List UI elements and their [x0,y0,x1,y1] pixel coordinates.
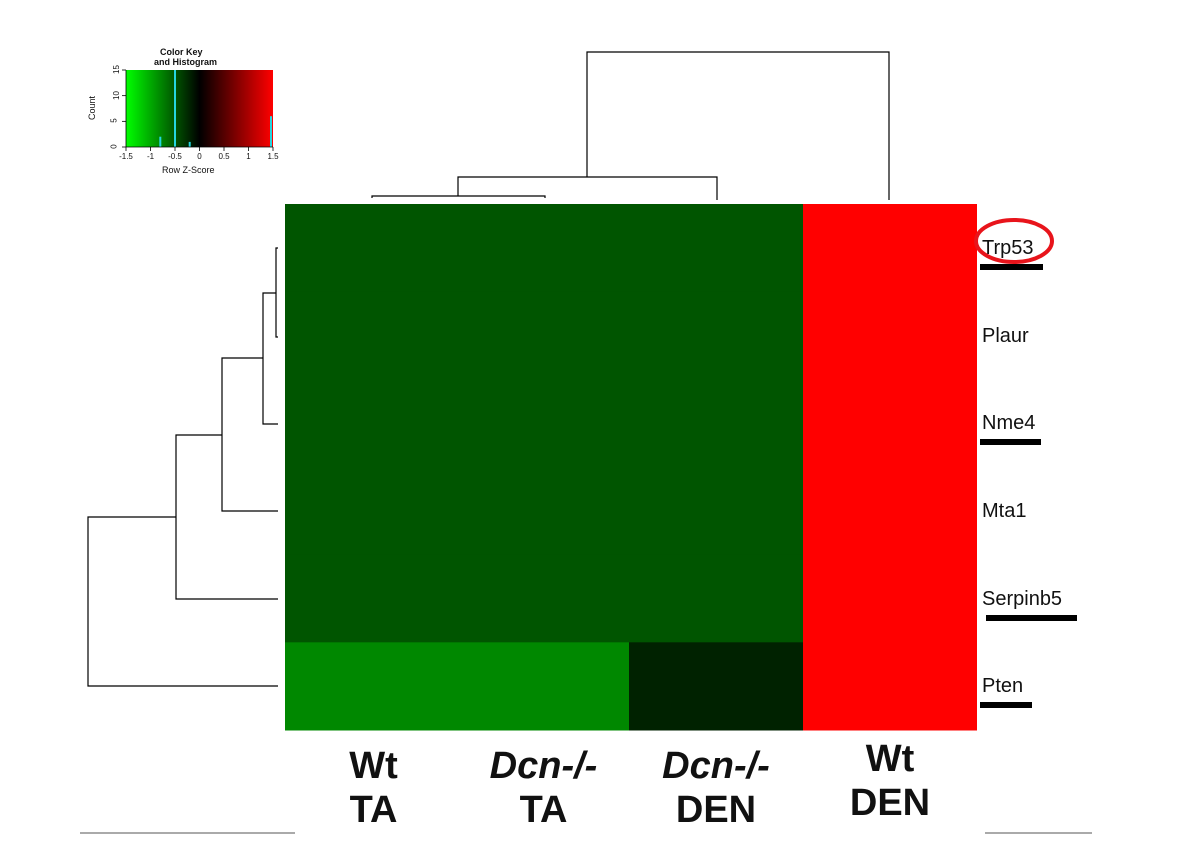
heatmap-cell [458,467,629,556]
column-label: Wt DEN [803,738,977,825]
row-dendrogram-branch [87,516,278,687]
column-dendrogram-branch [586,51,890,200]
column-label-line2: TA [519,788,568,831]
column-label-line2: DEN [675,788,757,831]
heatmap-cell [285,291,458,380]
heatmap-cell [285,642,458,731]
color-key-subtitle: and Histogram [154,57,218,67]
heatmap-cell [803,467,977,556]
trp53-highlight-circle [974,218,1054,264]
color-key-y-tick-label: 0 [109,144,119,149]
column-label-line2: TA [349,788,398,831]
row-label: Nme4 [982,412,1036,435]
heatmap-cells [285,204,977,731]
row-dendrogram-branch [275,247,278,338]
row-label: Serpinb5 [982,587,1063,610]
row-label-underline [980,263,1043,270]
row-dendrogram [87,247,278,687]
heatmap-cell [803,379,977,468]
color-key-histogram-bar [270,116,272,147]
column-label-line1: Wt [865,738,915,780]
heatmap-cell [285,379,458,468]
column-label-line1: Wt [349,745,398,787]
color-key-x-tick-label: -1 [146,152,155,161]
color-key-histogram-bar [174,70,176,147]
column-dendrogram [371,51,890,200]
color-key [122,69,274,151]
heatmap-cell [458,379,629,468]
heatmap-cell [629,204,803,293]
heatmap-cell [458,554,629,643]
column-label-line1: Dcn-/- [489,745,598,787]
color-key-title: Color Key [160,47,203,57]
row-label: Trp53 [982,236,1034,259]
color-key-y-tick-label: 5 [109,118,119,124]
heatmap-cell [629,379,803,468]
color-key-x-tick-label: 0.5 [218,152,230,161]
heatmap-cell [629,642,803,731]
column-label-line1: Dcn-/- [662,745,770,787]
column-label-line2: DEN [849,781,931,824]
color-key-histogram-bar [159,136,162,147]
color-key-histogram [159,70,272,147]
color-key-x-tick-label: -1.5 [119,152,133,161]
heatmap-cell [803,642,977,731]
heatmap-cell [803,554,977,643]
heatmap-cell [458,204,629,293]
row-label-underline [980,702,1032,709]
color-key-xlabel: Row Z-Score [162,165,215,175]
heatmap-cell [629,467,803,556]
color-key-y-tick-label: 15 [111,65,121,74]
heatmap-cell [629,554,803,643]
column-label: Dcn-/- DEN [629,745,803,832]
color-key-x-tick-label: 0 [197,152,202,161]
row-label-underline [980,439,1041,446]
row-dendrogram-branch [175,434,278,600]
color-key-x-tick-label: -0.5 [168,152,182,161]
column-label: Wt TA [287,745,461,832]
row-label: Pten [982,675,1024,698]
color-key-y-tick-label: 10 [111,90,121,100]
color-key-histogram-bar [188,141,191,147]
column-label: Dcn-/- TA [457,745,631,832]
heatmap-cell [458,291,629,380]
color-key-x-tick-marks [125,147,274,151]
row-label: Plaur [982,324,1029,347]
heatmap-cell [629,291,803,380]
row-label: Mta1 [982,499,1027,522]
heatmap-cell [285,467,458,556]
heatmap-cell [285,204,458,293]
heatmap-cell [458,642,629,731]
color-key-y-tick-marks [122,69,126,148]
heatmap-cell [285,554,458,643]
color-key-ylabel: Count [87,95,98,121]
color-key-x-tick-label: 1 [246,152,251,161]
row-dendrogram-branch [221,357,278,512]
heatmap-cell [803,291,977,380]
color-key-gradient [126,70,273,147]
row-label-underline [986,614,1077,621]
column-dendrogram-branch [371,195,546,198]
heatmap-cell [803,204,977,293]
color-key-x-tick-label: 1.5 [267,152,279,161]
